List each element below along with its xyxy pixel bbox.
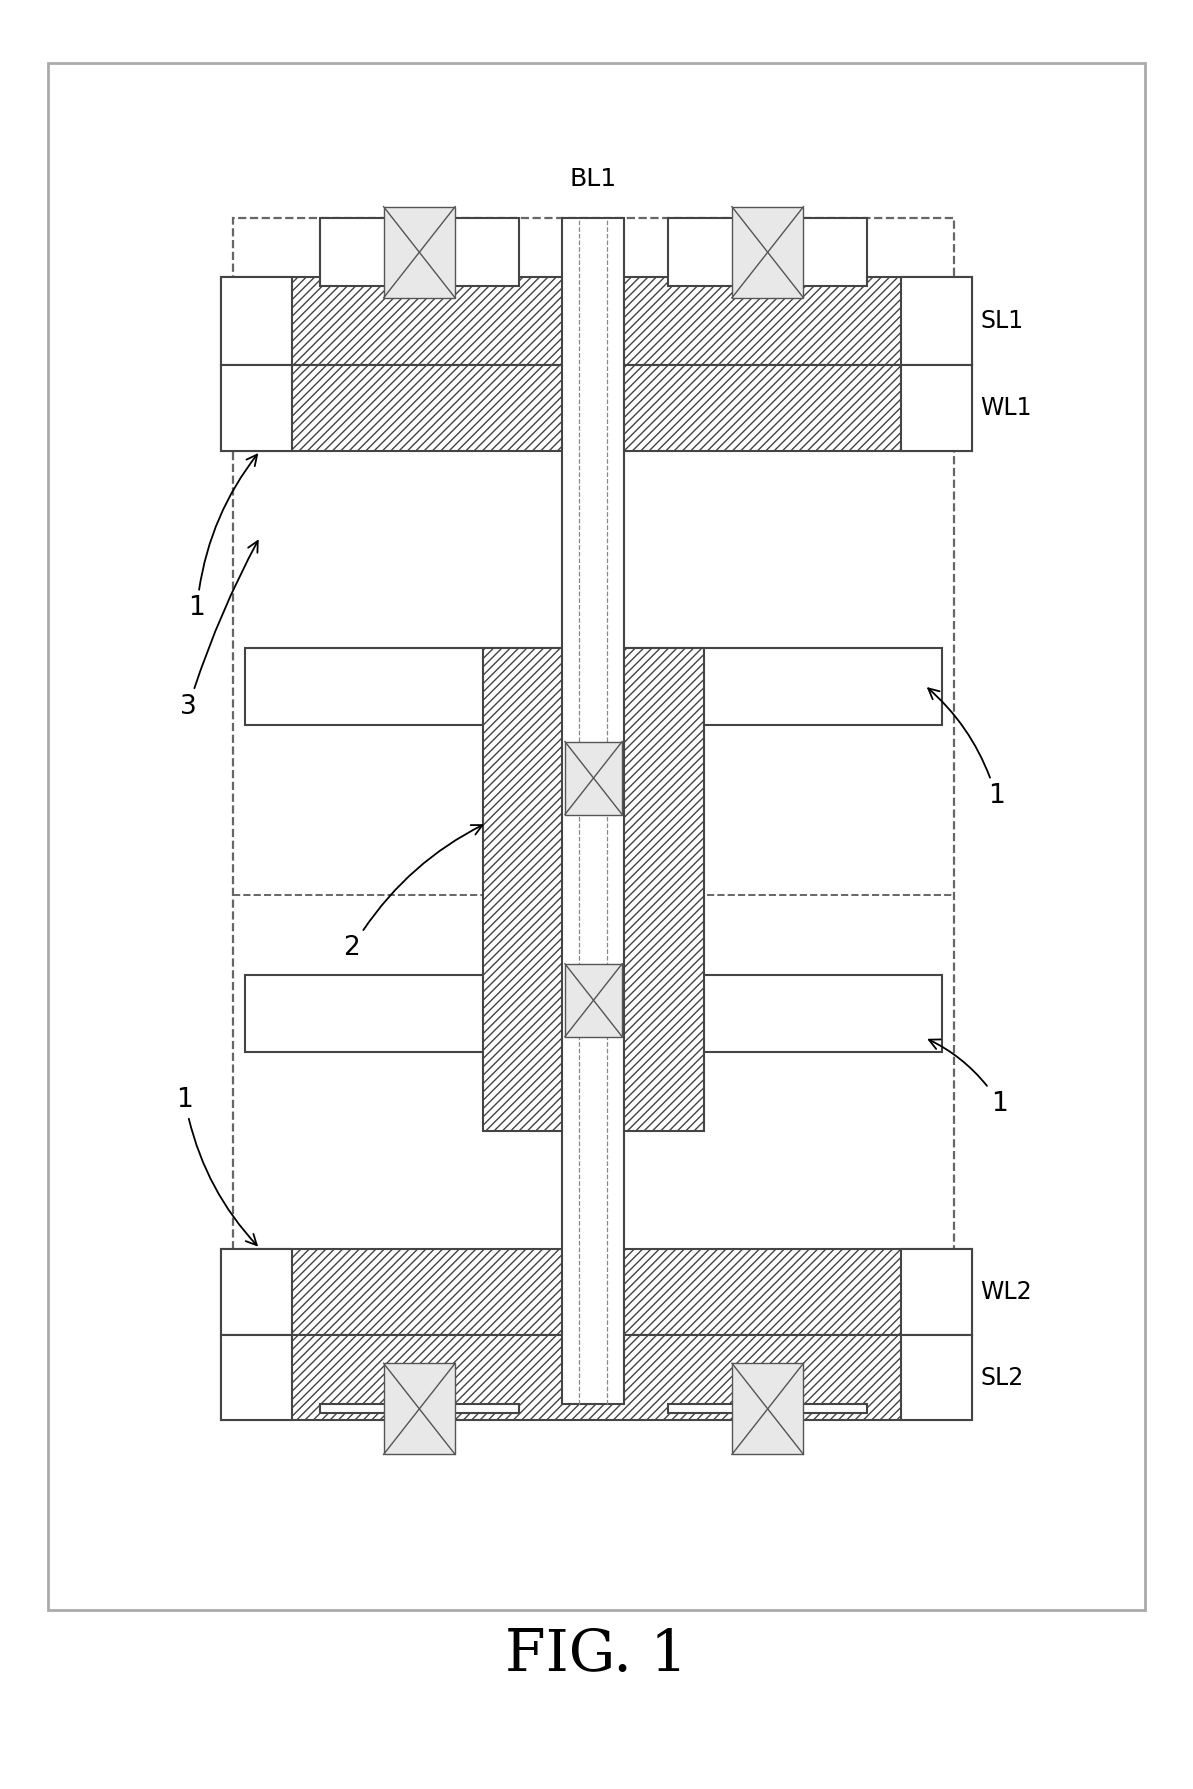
Text: 1: 1 xyxy=(188,454,258,621)
Bar xyxy=(668,218,867,286)
Text: FIG. 1: FIG. 1 xyxy=(506,1626,687,1683)
Bar xyxy=(221,1335,292,1420)
Bar xyxy=(320,218,519,286)
Bar xyxy=(221,277,292,365)
Bar xyxy=(668,1404,867,1413)
Text: WL2: WL2 xyxy=(981,1279,1032,1304)
Bar xyxy=(731,1363,804,1454)
Bar xyxy=(320,1404,519,1413)
Bar xyxy=(221,365,292,451)
Text: 1: 1 xyxy=(928,689,1005,809)
Bar xyxy=(245,648,942,725)
Text: WL1: WL1 xyxy=(981,395,1032,420)
Bar xyxy=(731,208,804,297)
Bar xyxy=(901,277,972,365)
Bar xyxy=(221,1249,292,1335)
Bar xyxy=(562,218,624,1404)
Bar xyxy=(901,365,972,451)
Text: SL2: SL2 xyxy=(981,1365,1024,1390)
Text: 3: 3 xyxy=(180,540,258,719)
Bar xyxy=(48,63,1145,1610)
Text: SL1: SL1 xyxy=(981,309,1024,333)
Bar xyxy=(384,208,456,297)
Text: 2: 2 xyxy=(344,825,482,961)
Bar xyxy=(565,964,623,1038)
Text: 1: 1 xyxy=(177,1088,256,1245)
Bar xyxy=(384,1363,456,1454)
Bar xyxy=(221,1249,972,1335)
Text: BL1: BL1 xyxy=(569,168,617,191)
Bar xyxy=(565,742,623,814)
Bar xyxy=(483,648,704,1131)
Bar xyxy=(245,975,942,1052)
Bar xyxy=(901,1249,972,1335)
Bar xyxy=(221,365,972,451)
Bar xyxy=(901,1335,972,1420)
Bar xyxy=(221,277,972,365)
Bar xyxy=(221,1335,972,1420)
Text: 1: 1 xyxy=(929,1039,1008,1116)
Bar xyxy=(233,218,954,1404)
